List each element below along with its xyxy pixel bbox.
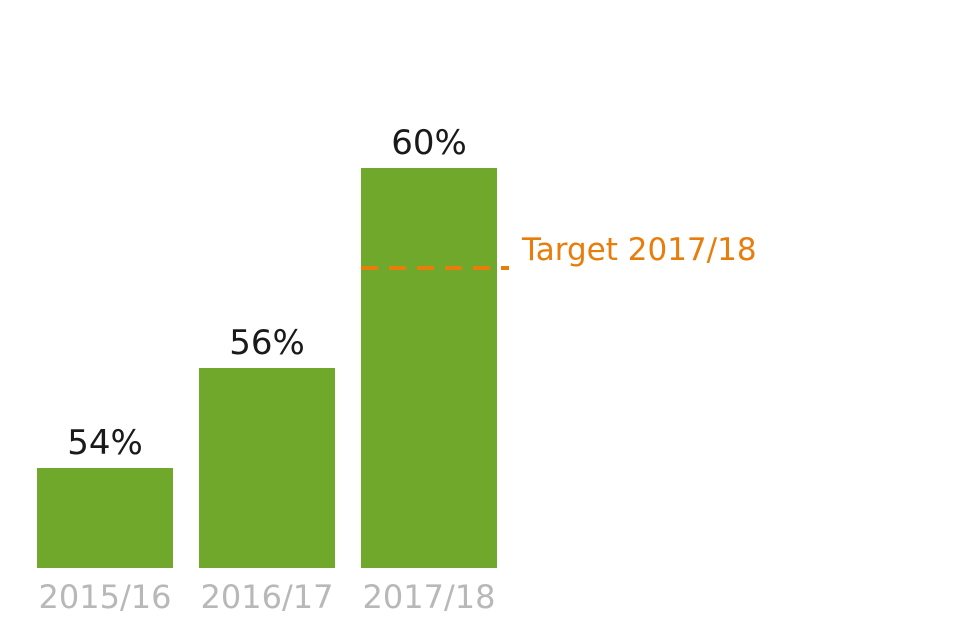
target-label: Target 2017/18 <box>521 232 757 268</box>
category-label-2016-17: 2016/17 <box>201 578 334 616</box>
value-label-2017-18: 60% <box>391 123 467 163</box>
category-labels-group: 2015/16 2016/17 2017/18 <box>39 578 496 616</box>
bar-2016-17 <box>199 368 335 568</box>
bar-2017-18 <box>361 168 497 568</box>
bars-group <box>37 168 497 568</box>
category-label-2017-18: 2017/18 <box>363 578 496 616</box>
value-labels-group: 54% 56% 60% <box>67 123 467 463</box>
category-label-2015-16: 2015/16 <box>39 578 172 616</box>
value-label-2016-17: 56% <box>229 323 305 363</box>
value-label-2015-16: 54% <box>67 423 143 463</box>
bar-2015-16 <box>37 468 173 568</box>
